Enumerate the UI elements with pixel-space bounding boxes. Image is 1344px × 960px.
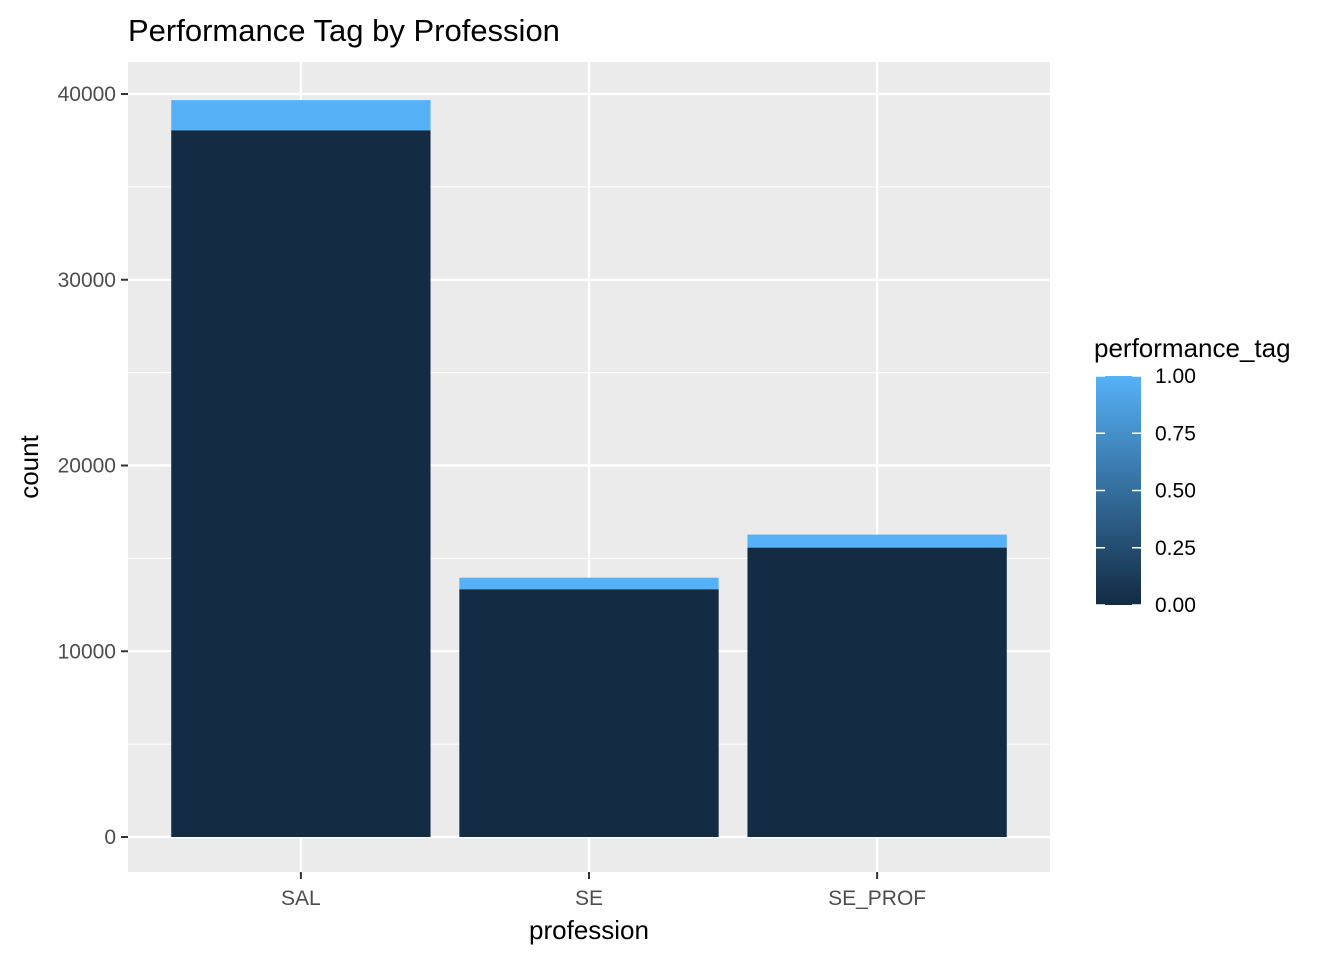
axes: 0 10000 20000 30000 40000 SAL SE SE_PROF [58,83,927,910]
bar-sal-series-1 [171,100,431,131]
legend-label: 1.00 [1155,365,1196,388]
bar-se-series-1 [459,577,719,590]
x-tick-label: SE_PROF [828,887,926,910]
y-tick-label: 0 [104,826,116,849]
y-tick-label: 40000 [58,83,116,106]
y-tick-label: 30000 [58,269,116,292]
x-tick-label: SAL [281,887,321,910]
bars [171,100,1007,837]
bar-se-series-0 [459,589,719,837]
x-axis-title: profession [529,915,649,945]
bar-sal-series-0 [171,130,431,837]
bar-se-prof-series-0 [747,547,1007,837]
y-tick-label: 10000 [58,640,116,663]
legend: performance_tag 1.00 0.75 0.50 0.25 0.00 [1094,333,1291,617]
x-tick-label: SE [575,887,603,910]
y-tick-label: 20000 [58,455,116,478]
legend-label: 0.75 [1155,422,1196,445]
legend-label: 0.25 [1155,537,1196,560]
legend-label: 0.00 [1155,594,1196,617]
y-axis-title: count [14,434,44,498]
chart-title: Performance Tag by Profession [128,13,560,48]
bar-se-prof-series-1 [747,534,1007,548]
legend-ticks: 1.00 0.75 0.50 0.25 0.00 [1096,365,1196,617]
legend-title: performance_tag [1094,333,1291,363]
legend-label: 0.50 [1155,480,1196,503]
